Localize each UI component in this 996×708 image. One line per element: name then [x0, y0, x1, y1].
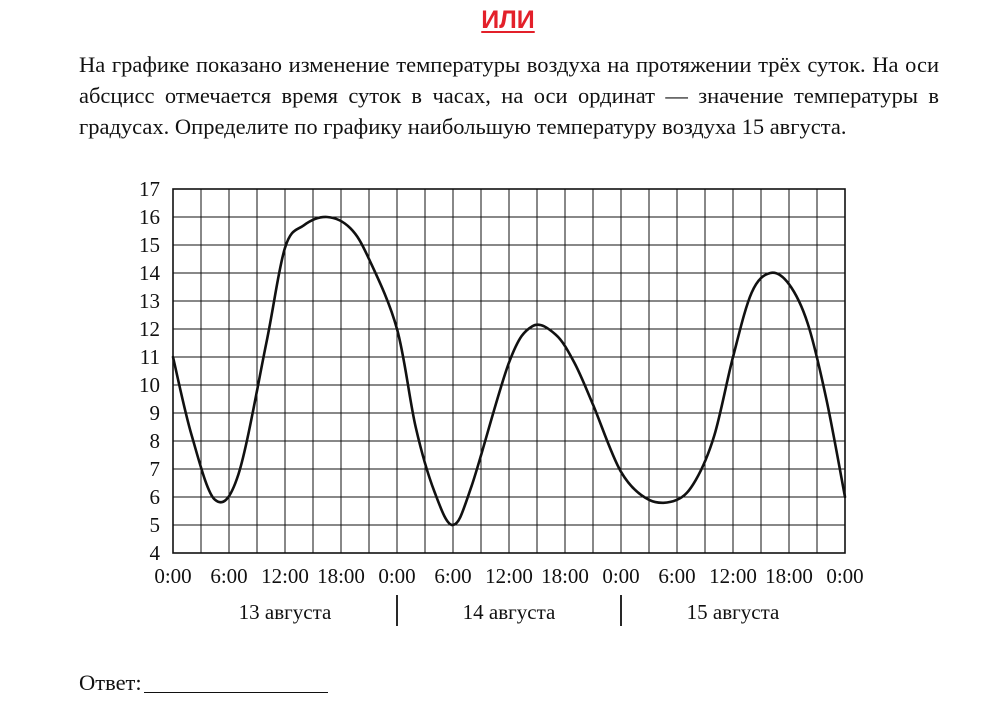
x-tick-label: 18:00	[317, 564, 365, 588]
x-tick-label: 0:00	[378, 564, 415, 588]
y-tick-label: 7	[150, 457, 161, 481]
task-text: На графике показано изменение температур…	[79, 52, 939, 139]
chart-grid	[172, 188, 846, 554]
x-tick-label: 12:00	[709, 564, 757, 588]
answer-input-line[interactable]	[143, 668, 328, 693]
y-tick-label: 17	[139, 177, 160, 201]
x-tick-label: 12:00	[261, 564, 309, 588]
y-tick-label: 13	[139, 289, 160, 313]
y-tick-label: 9	[150, 401, 161, 425]
day-label: 15 августа	[687, 600, 780, 624]
chart-day-labels: 13 августа 14 августа 15 августа	[239, 595, 780, 626]
x-tick-label: 6:00	[210, 564, 247, 588]
answer-block: Ответ:	[79, 668, 328, 696]
answer-label: Ответ:	[79, 670, 142, 695]
x-tick-label: 12:00	[485, 564, 533, 588]
x-tick-label: 6:00	[658, 564, 695, 588]
y-tick-label: 10	[139, 373, 160, 397]
heading-or: ИЛИ	[481, 6, 535, 34]
y-tick-label: 6	[150, 485, 161, 509]
temperature-curve	[171, 215, 847, 527]
day-label: 13 августа	[239, 600, 332, 624]
x-tick-label: 0:00	[602, 564, 639, 588]
chart-axis-labels: 4 5 6 7 8 9 10 11 12 13 14 15 16 17 0:00 6:00 12:00 18:00…	[139, 177, 864, 588]
y-tick-label: 4	[150, 541, 161, 565]
y-tick-label: 16	[139, 205, 160, 229]
x-tick-label: 0:00	[826, 564, 863, 588]
y-tick-label: 12	[139, 317, 160, 341]
plot-frame	[172, 188, 846, 554]
x-tick-label: 6:00	[434, 564, 471, 588]
x-tick-label: 0:00	[154, 564, 191, 588]
y-tick-label: 15	[139, 233, 160, 257]
y-tick-label: 8	[150, 429, 161, 453]
x-tick-label: 18:00	[765, 564, 813, 588]
x-tick-label: 18:00	[541, 564, 589, 588]
y-tick-label: 14	[139, 261, 161, 285]
day-label: 14 августа	[463, 600, 556, 624]
y-tick-label: 11	[140, 345, 160, 369]
y-tick-label: 5	[150, 513, 161, 537]
